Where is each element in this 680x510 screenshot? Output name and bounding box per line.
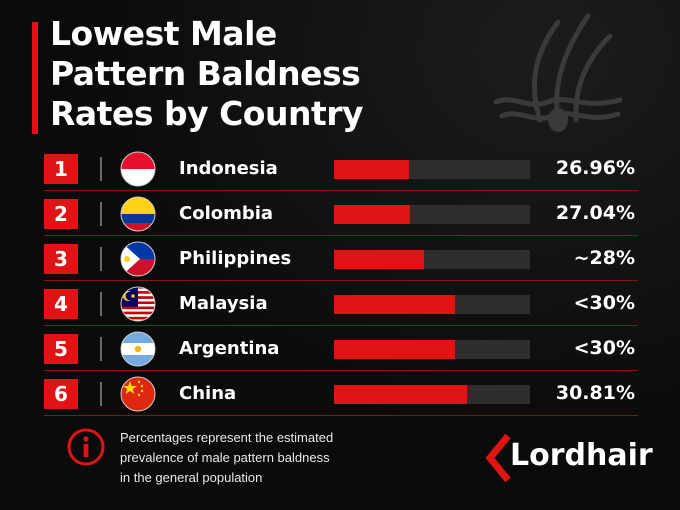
value-label: <30% bbox=[573, 337, 635, 359]
row-divider bbox=[100, 382, 102, 406]
china-flag-icon bbox=[120, 376, 156, 412]
bar bbox=[334, 250, 425, 269]
rank-badge: 1 bbox=[44, 154, 78, 184]
bar bbox=[334, 385, 467, 404]
ranking-row: 2 Colombia 27.04% bbox=[44, 191, 638, 236]
rank-badge: 4 bbox=[44, 289, 78, 319]
ranking-row: 3 Philippines ~28% bbox=[44, 236, 638, 281]
bar bbox=[334, 205, 410, 224]
title-accent-bar bbox=[32, 22, 38, 134]
page-title: Lowest Male Pattern Baldness Rates by Co… bbox=[50, 14, 390, 134]
bar-track bbox=[334, 250, 530, 269]
country-name: Philippines bbox=[179, 248, 292, 269]
hair-follicle-icon bbox=[493, 13, 623, 132]
philippines-flag-icon bbox=[120, 241, 156, 277]
malaysia-flag-icon bbox=[120, 286, 156, 322]
value-label: 30.81% bbox=[555, 382, 635, 404]
ranking-row: 5 Argentina <30% bbox=[44, 326, 638, 371]
argentina-flag-icon bbox=[120, 331, 156, 367]
row-divider bbox=[100, 247, 102, 271]
country-name: China bbox=[179, 383, 237, 404]
row-divider bbox=[100, 292, 102, 316]
title-line-1: Lowest Male bbox=[50, 14, 277, 53]
row-divider bbox=[100, 202, 102, 226]
bar-track bbox=[334, 160, 530, 179]
indonesia-flag-icon bbox=[120, 151, 156, 187]
title-line-3: Rates by Country bbox=[50, 94, 364, 133]
bar bbox=[334, 160, 409, 179]
lordhair-logo: Lordhair bbox=[482, 430, 653, 482]
colombia-flag-icon bbox=[120, 196, 156, 232]
bar-track bbox=[334, 385, 530, 404]
ranking-row: 6 China 30.81% bbox=[44, 371, 638, 416]
title-line-2: Pattern Baldness bbox=[50, 54, 361, 93]
row-divider bbox=[100, 337, 102, 361]
value-label: 26.96% bbox=[555, 157, 635, 179]
bar-track bbox=[334, 205, 530, 224]
country-name: Argentina bbox=[179, 338, 280, 359]
rank-badge: 5 bbox=[44, 334, 78, 364]
bar bbox=[334, 295, 455, 314]
value-label: 27.04% bbox=[555, 202, 635, 224]
rank-badge: 3 bbox=[44, 244, 78, 274]
country-name: Colombia bbox=[179, 203, 274, 224]
footnote-line-1: Percentages represent the estimated bbox=[120, 430, 334, 445]
country-name: Indonesia bbox=[179, 158, 278, 179]
bar bbox=[334, 340, 455, 359]
footnote: Percentages represent the estimated prev… bbox=[120, 428, 380, 488]
ranking-row: 1 Indonesia 26.96% bbox=[44, 146, 638, 191]
row-divider bbox=[100, 157, 102, 181]
bar-track bbox=[334, 295, 530, 314]
footnote-line-3: in the general population bbox=[120, 470, 263, 485]
country-name: Malaysia bbox=[179, 293, 268, 314]
bar-track bbox=[334, 340, 530, 359]
rank-badge: 2 bbox=[44, 199, 78, 229]
value-label: ~28% bbox=[573, 247, 635, 269]
footnote-line-2: prevalence of male pattern baldness bbox=[120, 450, 330, 465]
ranking-row: 4 Malaysia <30% bbox=[44, 281, 638, 326]
logo-text: Lordhair bbox=[510, 438, 653, 473]
value-label: <30% bbox=[573, 292, 635, 314]
info-icon bbox=[67, 428, 105, 466]
rank-badge: 6 bbox=[44, 379, 78, 409]
logo-chevron-icon bbox=[485, 433, 511, 482]
